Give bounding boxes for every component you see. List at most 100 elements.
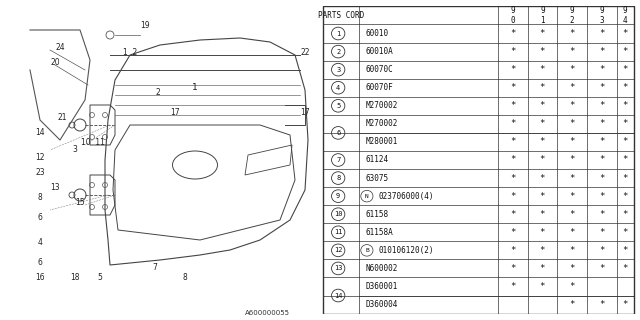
Text: *: *: [570, 173, 575, 183]
Text: 60070C: 60070C: [365, 65, 393, 74]
Text: *: *: [510, 173, 515, 183]
Text: *: *: [599, 65, 605, 74]
Text: *: *: [623, 210, 628, 219]
Text: 8: 8: [336, 175, 340, 181]
Text: *: *: [540, 29, 545, 38]
Text: 24: 24: [55, 43, 65, 52]
Text: *: *: [599, 192, 605, 201]
Text: *: *: [623, 137, 628, 147]
Text: *: *: [540, 83, 545, 92]
Text: A600000055: A600000055: [245, 310, 290, 316]
Text: *: *: [623, 101, 628, 110]
Text: *: *: [570, 228, 575, 237]
Text: *: *: [623, 47, 628, 56]
Text: 2: 2: [156, 88, 161, 97]
Text: *: *: [510, 282, 515, 291]
Text: *: *: [540, 228, 545, 237]
Text: *: *: [599, 119, 605, 128]
Text: *: *: [599, 29, 605, 38]
Text: *: *: [510, 83, 515, 92]
Text: 9
1: 9 1: [540, 6, 545, 25]
Text: 9: 9: [336, 193, 340, 199]
Text: *: *: [599, 156, 605, 164]
Text: 18: 18: [70, 273, 80, 282]
Text: *: *: [570, 29, 575, 38]
Text: *: *: [540, 101, 545, 110]
Text: *: *: [570, 246, 575, 255]
Text: 7: 7: [336, 157, 340, 163]
Text: *: *: [599, 228, 605, 237]
Text: *: *: [540, 137, 545, 147]
Text: 15: 15: [75, 198, 85, 207]
Text: *: *: [510, 246, 515, 255]
Text: N: N: [365, 194, 369, 199]
Text: *: *: [540, 47, 545, 56]
Text: 20: 20: [50, 58, 60, 67]
Text: *: *: [510, 65, 515, 74]
Text: 11: 11: [334, 229, 342, 235]
Text: 4: 4: [38, 238, 42, 247]
Text: *: *: [570, 83, 575, 92]
Text: *: *: [540, 119, 545, 128]
Text: 61158A: 61158A: [365, 228, 393, 237]
Text: *: *: [510, 137, 515, 147]
Text: *: *: [599, 246, 605, 255]
Text: 5: 5: [97, 273, 102, 282]
Text: *: *: [570, 101, 575, 110]
Text: *: *: [570, 300, 575, 309]
Text: 13: 13: [50, 183, 60, 192]
Text: *: *: [599, 210, 605, 219]
Text: *: *: [510, 264, 515, 273]
Text: 61124: 61124: [365, 156, 388, 164]
Text: *: *: [599, 264, 605, 273]
Text: *: *: [540, 210, 545, 219]
Text: 61158: 61158: [365, 210, 388, 219]
Text: 1: 1: [192, 83, 198, 92]
Text: 2: 2: [336, 49, 340, 55]
Text: *: *: [540, 192, 545, 201]
Text: 16: 16: [35, 273, 45, 282]
Text: *: *: [623, 246, 628, 255]
Text: *: *: [599, 83, 605, 92]
Text: *: *: [570, 65, 575, 74]
Text: 12: 12: [35, 153, 45, 162]
Text: *: *: [599, 173, 605, 183]
Text: 23: 23: [35, 168, 45, 177]
Text: 3: 3: [72, 145, 77, 154]
Text: *: *: [623, 119, 628, 128]
Text: 10: 10: [334, 211, 342, 217]
Text: 8: 8: [182, 273, 188, 282]
Text: *: *: [570, 119, 575, 128]
Text: *: *: [623, 173, 628, 183]
Text: 5: 5: [336, 103, 340, 109]
Text: D360001: D360001: [365, 282, 397, 291]
Text: *: *: [540, 246, 545, 255]
Text: 60010: 60010: [365, 29, 388, 38]
Text: 6: 6: [38, 213, 42, 222]
Text: *: *: [570, 264, 575, 273]
Text: *: *: [540, 264, 545, 273]
Text: 60070F: 60070F: [365, 83, 393, 92]
Text: *: *: [623, 65, 628, 74]
Text: *: *: [510, 210, 515, 219]
Text: *: *: [510, 29, 515, 38]
Text: *: *: [599, 47, 605, 56]
Text: 9
0: 9 0: [510, 6, 515, 25]
Text: *: *: [623, 228, 628, 237]
Text: PARTS CORD: PARTS CORD: [318, 11, 364, 20]
Text: *: *: [540, 282, 545, 291]
Text: 14: 14: [35, 128, 45, 137]
Text: 63075: 63075: [365, 173, 388, 183]
Text: *: *: [510, 47, 515, 56]
Text: *: *: [540, 65, 545, 74]
Text: *: *: [540, 156, 545, 164]
Text: *: *: [570, 282, 575, 291]
Text: 17: 17: [170, 108, 180, 117]
Text: *: *: [623, 192, 628, 201]
Text: *: *: [570, 47, 575, 56]
Text: M270002: M270002: [365, 119, 397, 128]
Text: 21: 21: [57, 113, 67, 122]
Text: *: *: [510, 156, 515, 164]
Text: *: *: [510, 192, 515, 201]
Text: *: *: [599, 101, 605, 110]
